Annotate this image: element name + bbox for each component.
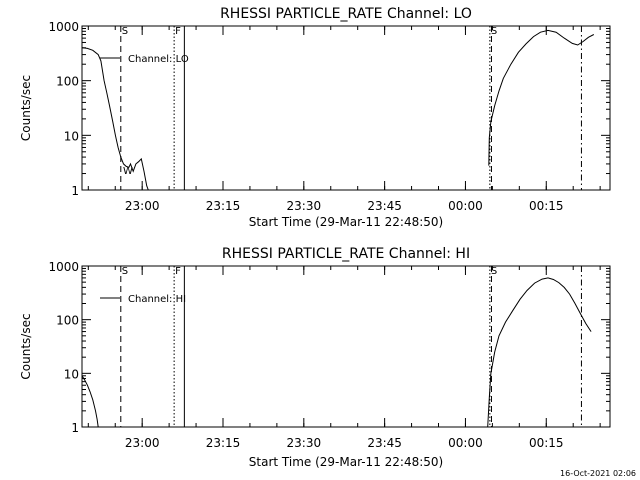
event-marker-label: S: [491, 26, 497, 37]
x-tick-label: 23:30: [287, 199, 322, 213]
event-marker-label: F: [175, 26, 181, 37]
x-axis-label: Start Time (29-Mar-11 22:48:50): [249, 215, 443, 229]
plot-frame: [81, 265, 611, 428]
y-axis-label: Counts/sec: [19, 313, 33, 379]
x-axis-label: Start Time (29-Mar-11 22:48:50): [249, 455, 443, 469]
x-tick-label: 23:15: [206, 436, 241, 450]
panel-hi: RHESSI PARTICLE_RATE Channel: HI 1 10 100 10…: [19, 246, 611, 469]
x-tick-label: 00:15: [529, 199, 564, 213]
y-tick-label: 1: [71, 421, 79, 435]
y-tick-label: 1: [71, 184, 79, 198]
x-tick-label: 00:00: [448, 199, 483, 213]
chart-title: RHESSI PARTICLE_RATE Channel: HI: [222, 246, 470, 262]
x-tick-label: 23:00: [125, 199, 160, 213]
x-tick-label: 23:15: [206, 199, 241, 213]
chart-title: RHESSI PARTICLE_RATE Channel: LO: [220, 6, 472, 22]
event-marker-label: S: [122, 26, 128, 37]
y-tick-label: 100: [56, 75, 79, 89]
x-tick-label: 00:00: [448, 436, 483, 450]
event-marker-label: S: [491, 266, 497, 277]
legend-label: Channel: HI: [128, 294, 186, 305]
series-line-segment-1: [487, 277, 592, 428]
annotation-label: W: [123, 166, 133, 177]
y-tick-label: 100: [56, 314, 79, 328]
series-line-segment-0: [81, 47, 149, 191]
y-tick-label: 1000: [48, 260, 79, 274]
series-line-segment-0: [81, 375, 99, 428]
legend-label: Channel: LO: [128, 54, 189, 65]
y-tick-label: 10: [64, 129, 79, 143]
event-marker-label: S: [122, 266, 128, 277]
event-marker-label: F: [175, 266, 181, 277]
y-axis-label: Counts/sec: [19, 75, 33, 141]
panel-lo: RHESSI PARTICLE_RATE Channel: LO 1 10 100 10…: [19, 6, 611, 229]
y-tick-label: 1000: [48, 20, 79, 34]
x-tick-label: 23:45: [367, 199, 402, 213]
x-tick-label: 23:30: [287, 436, 322, 450]
y-tick-label: 10: [64, 367, 79, 381]
x-tick-label: 23:00: [125, 436, 160, 450]
plot-frame: [81, 25, 611, 191]
plot-timestamp: 16-Oct-2021 02:06: [560, 469, 636, 478]
x-tick-label: 00:15: [529, 436, 564, 450]
x-tick-label: 23:45: [367, 436, 402, 450]
series-line-segment-1: [488, 29, 595, 166]
